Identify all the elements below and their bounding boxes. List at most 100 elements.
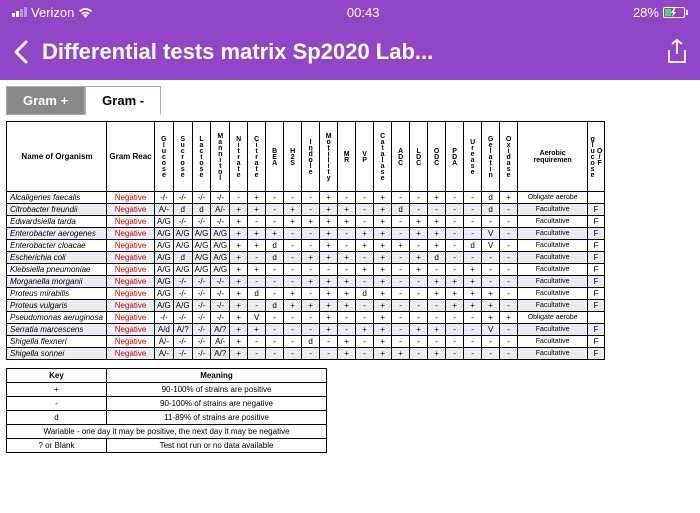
aerobic-req: Facultative	[518, 264, 588, 276]
test-cell: +	[410, 216, 428, 228]
of-glucose: F	[588, 228, 605, 240]
test-cell: +	[230, 204, 248, 216]
test-cell: A/G	[192, 228, 211, 240]
test-cell: -	[266, 264, 284, 276]
test-cell: A/G	[211, 228, 230, 240]
test-cell: -	[356, 192, 374, 204]
test-cell: d	[173, 204, 192, 216]
test-cell: +	[320, 288, 338, 300]
test-cell: +	[374, 240, 392, 252]
test-cell: V	[482, 240, 500, 252]
test-cell: +	[248, 264, 266, 276]
key-row: +90-100% of strains are positive	[7, 383, 327, 397]
test-cell: -/-	[173, 192, 192, 204]
test-cell: +	[230, 240, 248, 252]
test-cell: +	[248, 228, 266, 240]
table-row: Shigella sonneiNegativeA/--/--/-A/?+----…	[7, 348, 605, 360]
test-cell: +	[338, 288, 356, 300]
col-test-1: Sucrose	[173, 122, 192, 192]
table-row: Citrobacter freundiiNegativeA/-ddA/-++-+…	[7, 204, 605, 216]
test-cell: -	[266, 216, 284, 228]
test-cell: -	[392, 336, 410, 348]
aerobic-req: Facultative	[518, 276, 588, 288]
back-icon[interactable]	[12, 38, 30, 66]
gram-reaction: Negative	[107, 264, 155, 276]
test-cell: +	[320, 312, 338, 324]
test-cell: +	[230, 264, 248, 276]
test-cell: -	[428, 336, 446, 348]
test-cell: +	[392, 348, 410, 360]
aerobic-req: Facultative	[518, 300, 588, 312]
test-cell: +	[374, 216, 392, 228]
share-icon[interactable]	[666, 39, 688, 65]
test-cell: -	[392, 228, 410, 240]
test-cell: -	[284, 192, 302, 204]
test-cell: +	[374, 204, 392, 216]
test-cell: -	[500, 300, 518, 312]
test-cell: +	[230, 216, 248, 228]
test-cell: -	[248, 348, 266, 360]
test-cell: -	[464, 324, 482, 336]
test-cell: -	[410, 348, 428, 360]
test-cell: -	[266, 276, 284, 288]
test-cell: -	[284, 276, 302, 288]
organism-name: Enterobacter cloacae	[7, 240, 107, 252]
organism-name: Escherichia coli	[7, 252, 107, 264]
test-cell: +	[500, 192, 518, 204]
test-cell: d	[266, 300, 284, 312]
test-cell: +	[464, 300, 482, 312]
test-cell: +	[284, 204, 302, 216]
test-cell: +	[374, 252, 392, 264]
test-cell: -	[410, 312, 428, 324]
test-cell: -	[266, 192, 284, 204]
test-cell: -	[446, 252, 464, 264]
test-cell: A/-	[155, 348, 174, 360]
test-cell: +	[320, 276, 338, 288]
of-glucose: F	[588, 264, 605, 276]
test-cell: +	[428, 276, 446, 288]
test-cell: -	[446, 204, 464, 216]
test-cell: -	[428, 300, 446, 312]
test-cell: +	[428, 192, 446, 204]
test-cell: +	[482, 312, 500, 324]
test-cell: A/G	[155, 228, 174, 240]
test-cell: d	[266, 240, 284, 252]
organism-name: Pseudomonas aeruginosa	[7, 312, 107, 324]
test-cell: d	[428, 252, 446, 264]
test-cell: -	[230, 192, 248, 204]
test-cell: -	[392, 252, 410, 264]
aerobic-req: Facultative	[518, 228, 588, 240]
test-cell: +	[320, 324, 338, 336]
test-cell: -	[392, 264, 410, 276]
test-cell: A/G	[211, 252, 230, 264]
test-cell: +	[374, 348, 392, 360]
test-cell: -/-	[192, 288, 211, 300]
tabs: Gram + Gram -	[0, 80, 700, 115]
test-cell: +	[320, 204, 338, 216]
tab-gram-pos[interactable]: Gram +	[6, 86, 85, 115]
test-cell: -	[284, 348, 302, 360]
test-cell: +	[428, 324, 446, 336]
matrix-table: Name of OrganismGram ReacGlucoseSucroseL…	[6, 121, 605, 360]
test-cell: -	[338, 228, 356, 240]
status-time: 00:43	[347, 5, 380, 20]
test-cell: -	[500, 204, 518, 216]
tab-gram-neg[interactable]: Gram -	[85, 86, 161, 115]
key-symbol: ? or Blank	[7, 439, 107, 453]
test-cell: -	[446, 336, 464, 348]
test-cell: -	[302, 348, 320, 360]
test-cell: +	[356, 324, 374, 336]
of-glucose: F	[588, 348, 605, 360]
test-cell: -	[482, 264, 500, 276]
test-cell: +	[482, 288, 500, 300]
test-cell: -	[446, 324, 464, 336]
nav-bar: Differential tests matrix Sp2020 Lab...	[0, 24, 700, 80]
gram-reaction: Negative	[107, 216, 155, 228]
gram-reaction: Negative	[107, 336, 155, 348]
test-cell: A/G	[155, 216, 174, 228]
col-test-0: Glucose	[155, 122, 174, 192]
test-cell: +	[428, 240, 446, 252]
test-cell: +	[338, 204, 356, 216]
test-cell: -	[356, 312, 374, 324]
test-cell: +	[356, 228, 374, 240]
